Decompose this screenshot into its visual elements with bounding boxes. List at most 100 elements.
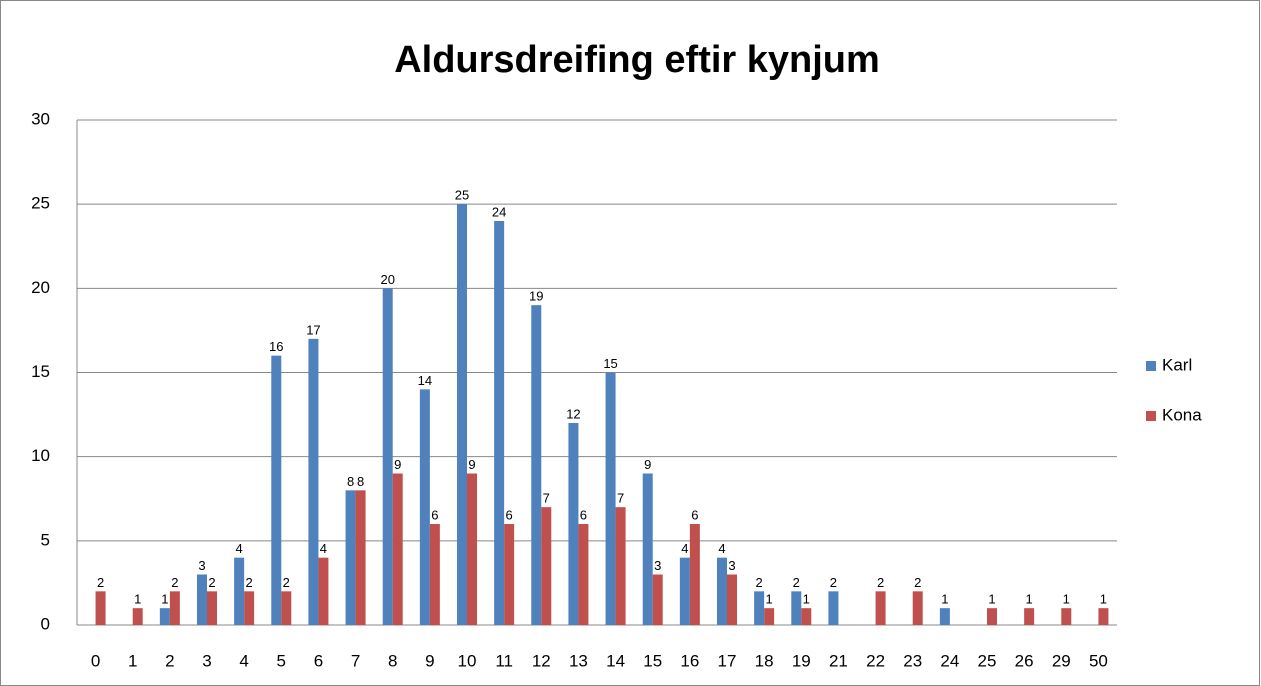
- data-label: 1: [1100, 592, 1107, 607]
- data-label: 14: [418, 373, 432, 388]
- x-tick-label: 11: [495, 651, 513, 670]
- bar: [392, 473, 403, 625]
- bar: [531, 305, 542, 625]
- data-label: 4: [236, 541, 243, 556]
- data-label: 15: [603, 356, 617, 371]
- x-tick-label: 16: [680, 651, 699, 670]
- data-label: 6: [506, 507, 513, 522]
- x-tick-label: 14: [606, 651, 625, 670]
- data-label: 2: [208, 575, 215, 590]
- y-tick-label: 0: [41, 614, 50, 633]
- x-tick-label: 29: [1052, 651, 1071, 670]
- data-label: 2: [830, 575, 837, 590]
- data-label: 4: [718, 541, 725, 556]
- bar: [244, 591, 255, 625]
- data-label: 3: [728, 558, 735, 573]
- bar: [308, 338, 319, 625]
- bar: [1098, 608, 1109, 625]
- bar: [169, 591, 180, 625]
- data-label: 12: [566, 406, 580, 421]
- bar: [1061, 608, 1072, 625]
- x-tick-label: 9: [425, 651, 434, 670]
- data-label: 8: [357, 474, 364, 489]
- bar: [652, 574, 663, 625]
- data-label: 9: [468, 457, 475, 472]
- x-tick-label: 26: [1015, 651, 1034, 670]
- bar: [642, 473, 653, 625]
- data-label: 1: [988, 592, 995, 607]
- bar: [1024, 608, 1035, 625]
- data-label: 1: [766, 592, 773, 607]
- bar: [271, 355, 282, 625]
- x-tick-label: 21: [829, 651, 848, 670]
- x-tick-label: 0: [91, 651, 100, 670]
- bar: [355, 490, 366, 625]
- y-tick-label: 10: [31, 446, 50, 465]
- data-label: 2: [793, 575, 800, 590]
- data-label: 1: [134, 592, 141, 607]
- x-tick-label: 4: [239, 651, 248, 670]
- x-tick-label: 17: [718, 651, 737, 670]
- x-tick-label: 7: [351, 651, 360, 670]
- data-label: 16: [269, 339, 283, 354]
- bar: [578, 524, 589, 625]
- data-label: 25: [455, 188, 469, 203]
- bar: [828, 591, 839, 625]
- data-label: 4: [681, 541, 688, 556]
- legend-label: Kona: [1162, 405, 1202, 424]
- data-label: 1: [1026, 592, 1033, 607]
- data-label: 1: [1063, 592, 1070, 607]
- data-label: 9: [644, 457, 651, 472]
- bar: [605, 372, 616, 625]
- bar: [615, 507, 626, 625]
- bar: [717, 557, 727, 625]
- bar: [345, 490, 356, 625]
- data-label: 1: [803, 592, 810, 607]
- data-label: 24: [492, 204, 506, 219]
- x-tick-label: 5: [277, 651, 286, 670]
- bar: [197, 574, 207, 625]
- bar: [234, 557, 245, 625]
- x-tick-label: 22: [866, 651, 885, 670]
- x-tick-label: 12: [532, 651, 551, 670]
- data-label: 2: [877, 575, 884, 590]
- bar: [689, 524, 700, 625]
- data-label: 2: [914, 575, 921, 590]
- data-label: 6: [691, 507, 698, 522]
- bar: [494, 221, 505, 625]
- data-label: 9: [394, 457, 401, 472]
- bar: [912, 591, 923, 625]
- data-label: 1: [161, 592, 168, 607]
- data-label: 7: [617, 491, 624, 506]
- legend-swatch: [1146, 411, 1156, 421]
- bar: [132, 608, 143, 625]
- x-tick-label: 24: [940, 651, 959, 670]
- bar: [791, 591, 802, 625]
- x-tick-label: 10: [458, 651, 477, 670]
- bar: [429, 524, 440, 625]
- data-label: 20: [380, 272, 394, 287]
- data-label: 2: [246, 575, 253, 590]
- data-label: 4: [320, 541, 327, 556]
- bar: [939, 608, 950, 625]
- data-label: 17: [306, 322, 320, 337]
- x-tick-label: 18: [755, 651, 774, 670]
- bar: [419, 389, 430, 625]
- data-label: 1: [941, 592, 948, 607]
- legend-swatch: [1146, 361, 1156, 371]
- bar: [281, 591, 292, 625]
- x-tick-label: 15: [643, 651, 662, 670]
- bar: [568, 423, 579, 625]
- bar: [541, 507, 552, 625]
- bar: [467, 473, 477, 625]
- y-tick-label: 25: [31, 194, 50, 213]
- data-label: 7: [543, 491, 550, 506]
- data-label: 19: [529, 289, 543, 304]
- y-tick-label: 15: [31, 362, 50, 381]
- x-tick-label: 6: [314, 651, 323, 670]
- bar: [875, 591, 886, 625]
- data-label: 8: [347, 474, 354, 489]
- bar: [95, 591, 106, 625]
- x-tick-label: 23: [903, 651, 922, 670]
